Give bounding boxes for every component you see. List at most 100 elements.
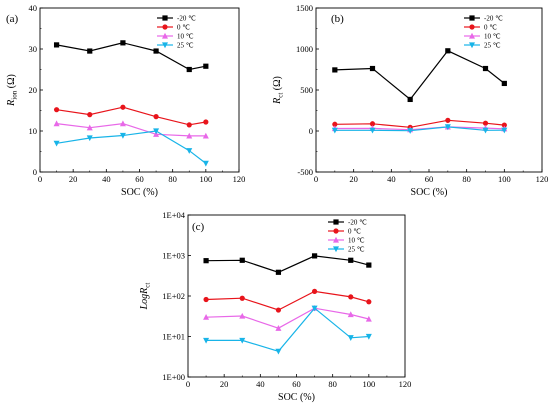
data-point (365, 315, 372, 322)
data-point (347, 311, 354, 318)
legend-marker (162, 15, 168, 21)
data-point (203, 337, 210, 344)
data-point (275, 325, 282, 331)
data-point (239, 295, 245, 301)
x-tick-label: 60 (135, 174, 144, 184)
panel-label: (c) (192, 221, 205, 233)
x-tick-label: 40 (102, 174, 111, 184)
data-point (119, 132, 126, 139)
data-point (331, 127, 338, 134)
data-point (239, 312, 246, 319)
series-line (206, 307, 369, 329)
legend-label: 25 ℃ (348, 246, 365, 254)
legend-marker (333, 236, 339, 243)
legend-marker (469, 32, 475, 39)
x-tick-label: 60 (292, 379, 301, 389)
y-tick-label: 1E+02 (162, 291, 185, 301)
y-tick-label: 0 (33, 167, 37, 177)
x-axis-title: SOC (%) (411, 187, 448, 198)
y-tick-label: 1000 (296, 44, 313, 54)
data-point (153, 48, 159, 54)
series-line (206, 290, 369, 311)
data-point (275, 348, 282, 355)
data-point (275, 307, 282, 313)
legend-label: 25 ℃ (484, 42, 501, 50)
y-tick-label: 500 (300, 85, 313, 95)
legend-label: 0 ℃ (484, 24, 497, 32)
plot-frame (39, 7, 240, 173)
data-point (120, 40, 126, 46)
legend-marker (162, 42, 168, 49)
y-tick-label: 1500 (296, 3, 313, 13)
data-point (482, 127, 489, 134)
data-point (369, 65, 376, 72)
plot-frame (187, 214, 406, 378)
y-tick-label: 10 (29, 126, 38, 136)
x-axis-title: SOC (%) (278, 392, 315, 403)
x-tick-label: 0 (186, 379, 190, 389)
data-point (203, 119, 209, 125)
data-point (445, 48, 451, 54)
y-tick-label: 30 (29, 44, 38, 54)
y-tick-label: 20 (29, 85, 38, 95)
legend-marker (162, 32, 168, 39)
data-point (482, 120, 489, 126)
data-point (501, 80, 507, 87)
series-line (56, 106, 206, 126)
legend-marker (333, 228, 339, 234)
data-point (53, 107, 60, 113)
legend-marker (162, 24, 168, 30)
data-point (407, 128, 414, 134)
data-point (311, 305, 318, 312)
series-1 (332, 117, 507, 130)
y-tick-label: 1E+03 (162, 251, 185, 261)
data-point (311, 288, 318, 294)
series-line (334, 50, 505, 101)
legend: -20 ℃0 ℃10 ℃25 ℃ (464, 15, 503, 50)
x-axis-title: SOC (%) (121, 187, 158, 198)
y-tick-label: 0 (309, 126, 313, 136)
x-tick-label: 40 (256, 379, 265, 389)
series-2 (203, 304, 372, 331)
plot-frame (315, 7, 543, 173)
x-tick-label: 20 (220, 379, 229, 389)
x-tick-label: 80 (168, 174, 177, 184)
data-point (348, 257, 354, 263)
data-point (369, 127, 376, 134)
x-tick-label: 80 (328, 379, 337, 389)
legend-label: 25 ℃ (177, 42, 194, 50)
legend-marker (469, 42, 475, 49)
data-point (365, 333, 372, 340)
y-tick-label: 1E+01 (162, 332, 185, 342)
data-point (87, 112, 93, 118)
data-point (501, 127, 508, 134)
x-tick-label: 20 (349, 174, 358, 184)
y-tick-label: 40 (29, 3, 38, 13)
series-3 (203, 305, 372, 355)
x-tick-label: 100 (199, 174, 212, 184)
y-tick-label: -500 (297, 167, 313, 177)
data-point (444, 124, 451, 131)
series-line (206, 307, 369, 352)
legend-label: 10 ℃ (348, 237, 365, 245)
y-tick-label: 1E+04 (162, 210, 185, 220)
data-point (369, 121, 376, 127)
series-0 (203, 253, 372, 275)
legend: -20 ℃0 ℃10 ℃25 ℃ (157, 15, 196, 50)
series-0 (53, 40, 209, 73)
data-point (366, 262, 372, 268)
data-point (86, 124, 93, 131)
data-point (239, 337, 246, 344)
legend-label: -20 ℃ (348, 219, 367, 227)
data-point (311, 253, 318, 259)
legend-marker (469, 15, 475, 21)
legend-label: -20 ℃ (177, 15, 196, 23)
series-line (56, 122, 206, 137)
data-point (347, 335, 354, 341)
data-point (366, 299, 372, 305)
series-3 (53, 128, 209, 167)
data-point (445, 117, 451, 123)
series-0 (332, 48, 507, 103)
legend: -20 ℃0 ℃10 ℃25 ℃ (328, 219, 367, 254)
